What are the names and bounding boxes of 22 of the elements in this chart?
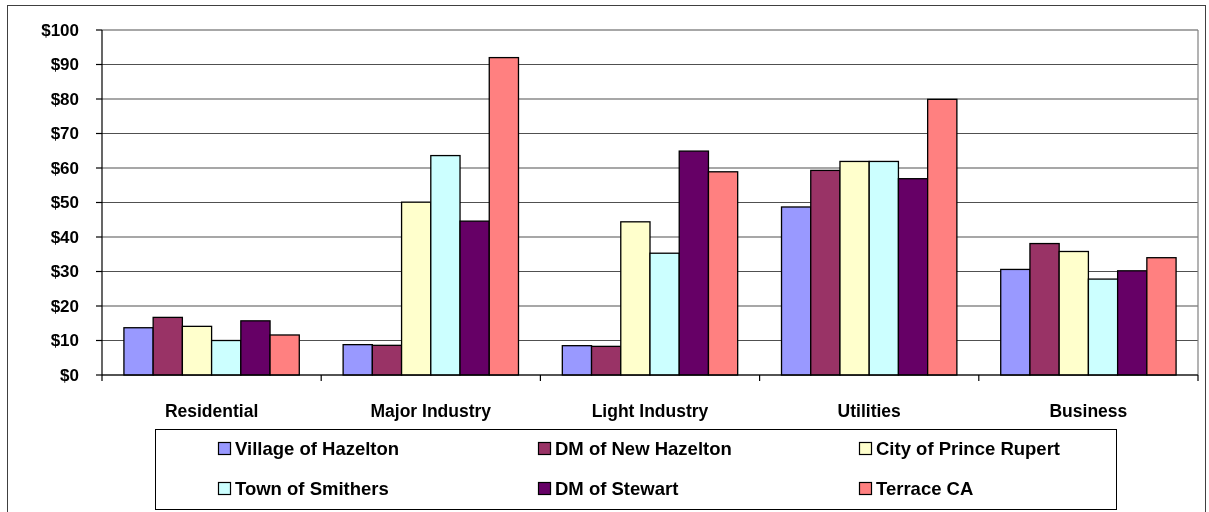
y-tick-label: $20	[50, 296, 79, 316]
legend-label: DM of New Hazelton	[555, 437, 732, 459]
x-tick-label: Major Industry	[370, 401, 492, 421]
y-tick-label: $60	[50, 158, 79, 178]
y-tick-label: $100	[41, 20, 79, 40]
x-tick-label: Residential	[164, 401, 259, 421]
y-tick-label: $90	[50, 55, 79, 75]
x-tick-label: Utilities	[837, 401, 902, 421]
y-tick-label: $50	[50, 193, 79, 213]
y-tick-label: $40	[50, 227, 79, 247]
legend-label: City of Prince Rupert	[876, 437, 1060, 459]
legend-label: Town of Smithers	[235, 477, 389, 499]
y-tick-label: $10	[50, 331, 79, 351]
legend-label: Village of Hazelton	[235, 437, 400, 459]
legend-label: Terrace CA	[876, 477, 974, 499]
y-tick-label: $0	[60, 365, 79, 385]
y-tick-label: $80	[50, 89, 79, 109]
x-tick-label: Business	[1049, 401, 1128, 421]
y-tick-label: $70	[50, 124, 79, 144]
x-tick-label: Light Industry	[591, 401, 709, 421]
y-tick-label: $30	[50, 262, 79, 282]
legend-label: DM of Stewart	[555, 477, 679, 499]
